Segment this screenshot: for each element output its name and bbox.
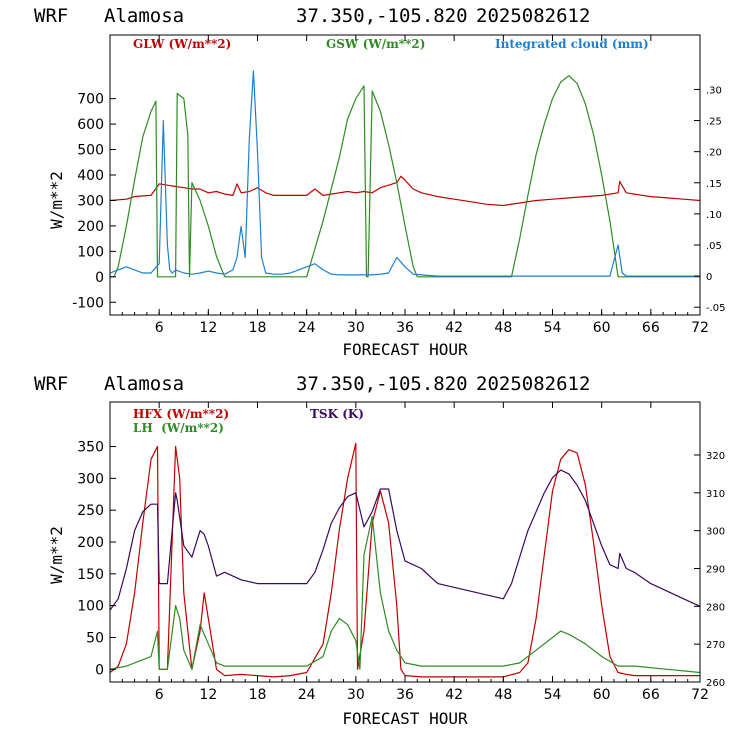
y-right-tick-label: .15 (706, 179, 722, 190)
panel-1-x-axis: 6 12 18 24 30 36 42 48 54 60 66 72 (121, 35, 709, 336)
y-right-tick-label: -.05 (706, 303, 726, 314)
panel-1-header: WRF Alamosa 37.350,-105.820 2025082612 (34, 5, 590, 27)
panel-1: WRF Alamosa 37.350,-105.820 2025082612 G… (34, 5, 726, 359)
y-right-tick-label: 0 (706, 272, 712, 283)
panel-2-y-axis-label: W/m**2 (47, 526, 66, 584)
header-model: WRF (34, 373, 68, 395)
header-coords: 37.350,-105.820 (296, 5, 468, 27)
x-tick-label: 60 (593, 320, 611, 336)
panel-2-header: WRF Alamosa 37.350,-105.820 2025082612 (34, 373, 590, 395)
x-tick-label: 66 (642, 320, 660, 336)
panel-2: WRF Alamosa 37.350,-105.820 2025082612 H… (34, 373, 725, 728)
y-right-tick-label: .25 (706, 117, 722, 128)
y-tick-label: 0 (95, 270, 104, 286)
x-tick-label: 48 (494, 320, 512, 336)
x-tick-label: 12 (199, 687, 217, 703)
y-right-tick-label: 270 (706, 640, 725, 651)
x-tick-label: 24 (298, 687, 316, 703)
y-tick-label: 700 (77, 92, 104, 108)
panel-1-x-axis-label: FORECAST HOUR (342, 340, 468, 359)
legend-gsw: GSW (W/m**2) (326, 37, 425, 51)
y-tick-label: 200 (77, 219, 104, 235)
x-tick-label: 30 (347, 320, 365, 336)
header-location: Alamosa (104, 5, 184, 27)
y-tick-label: 200 (77, 535, 104, 551)
y-right-tick-label: 320 (706, 451, 725, 462)
y-right-tick-label: .05 (706, 241, 722, 252)
panel-1-y-axis-left: -100 0 100 200 300 400 500 600 700 (72, 92, 116, 311)
panel-1-series (109, 70, 701, 278)
panel-1-y-axis-right: -.05 0 .05 .10 .15 .20 .25 .30 (694, 85, 726, 314)
series-line-hfx (109, 442, 700, 678)
x-tick-label: 24 (298, 320, 316, 336)
legend-tsk: TSK (K) (310, 407, 364, 421)
y-tick-label: 100 (77, 244, 104, 260)
x-tick-label: 54 (544, 320, 562, 336)
y-tick-label: 350 (77, 440, 104, 456)
series-line-glw (109, 175, 701, 207)
panel-1-legend: GLW (W/m**2) GSW (W/m**2) Integrated clo… (133, 37, 649, 51)
panel-2-y-axis-left: 0 50 100 150 200 250 300 350 (77, 440, 116, 678)
y-tick-label: -100 (72, 295, 104, 311)
header-location: Alamosa (104, 373, 184, 395)
x-tick-label: 6 (155, 687, 164, 703)
legend-glw: GLW (W/m**2) (133, 37, 231, 51)
header-coords: 37.350,-105.820 (296, 373, 468, 395)
header-date: 2025082612 (476, 5, 590, 27)
y-right-tick-label: 260 (706, 678, 725, 689)
y-right-tick-label: 300 (706, 527, 725, 538)
panel-2-series (109, 442, 701, 678)
y-right-tick-label: 290 (706, 564, 725, 575)
series-line-integrated (109, 70, 700, 277)
series-line-gsw (110, 75, 700, 278)
y-right-tick-label: 310 (706, 489, 725, 500)
x-tick-label: 18 (249, 687, 267, 703)
y-tick-label: 0 (95, 662, 104, 678)
y-tick-label: 100 (77, 599, 104, 615)
y-right-tick-label: .20 (706, 148, 722, 159)
legend-hfx: HFX (W/m**2) (133, 407, 229, 421)
x-tick-label: 42 (445, 320, 463, 336)
y-tick-label: 300 (77, 471, 104, 487)
y-tick-label: 300 (77, 193, 104, 209)
x-tick-label: 72 (691, 687, 709, 703)
y-tick-label: 50 (86, 630, 104, 646)
y-right-tick-label: 280 (706, 602, 725, 613)
y-tick-label: 600 (77, 117, 104, 133)
series-line-tsk (109, 469, 701, 611)
panel-1-y-axis-label: W/m**2 (47, 171, 66, 229)
x-tick-label: 12 (199, 320, 217, 336)
y-tick-label: 250 (77, 503, 104, 519)
header-date: 2025082612 (476, 373, 590, 395)
y-tick-label: 150 (77, 567, 104, 583)
x-tick-label: 66 (642, 687, 660, 703)
panel-2-x-axis-label: FORECAST HOUR (342, 709, 468, 728)
y-tick-label: 400 (77, 168, 104, 184)
header-model: WRF (34, 5, 68, 27)
panel-2-legend: HFX (W/m**2) LH (W/m**2) TSK (K) (133, 407, 364, 435)
y-tick-label: 500 (77, 143, 104, 159)
x-tick-label: 54 (544, 687, 562, 703)
x-tick-label: 42 (445, 687, 463, 703)
x-tick-label: 6 (155, 320, 164, 336)
x-tick-label: 30 (347, 687, 365, 703)
x-tick-label: 48 (494, 687, 512, 703)
x-tick-label: 60 (593, 687, 611, 703)
x-tick-label: 18 (249, 320, 267, 336)
y-right-tick-label: .10 (706, 210, 722, 221)
x-tick-label: 72 (691, 320, 709, 336)
y-right-tick-label: .30 (706, 85, 722, 96)
panel-2-y-axis-right: 260 270 280 290 300 310 320 (694, 451, 725, 689)
legend-lh: LH (W/m**2) (133, 421, 224, 435)
x-tick-label: 36 (396, 320, 414, 336)
x-tick-label: 36 (396, 687, 414, 703)
series-line-lh (109, 515, 701, 674)
legend-integrated-cloud: Integrated cloud (mm) (495, 37, 649, 51)
panel-2-x-axis: 6 12 18 24 30 36 42 48 54 60 66 72 (121, 402, 709, 703)
